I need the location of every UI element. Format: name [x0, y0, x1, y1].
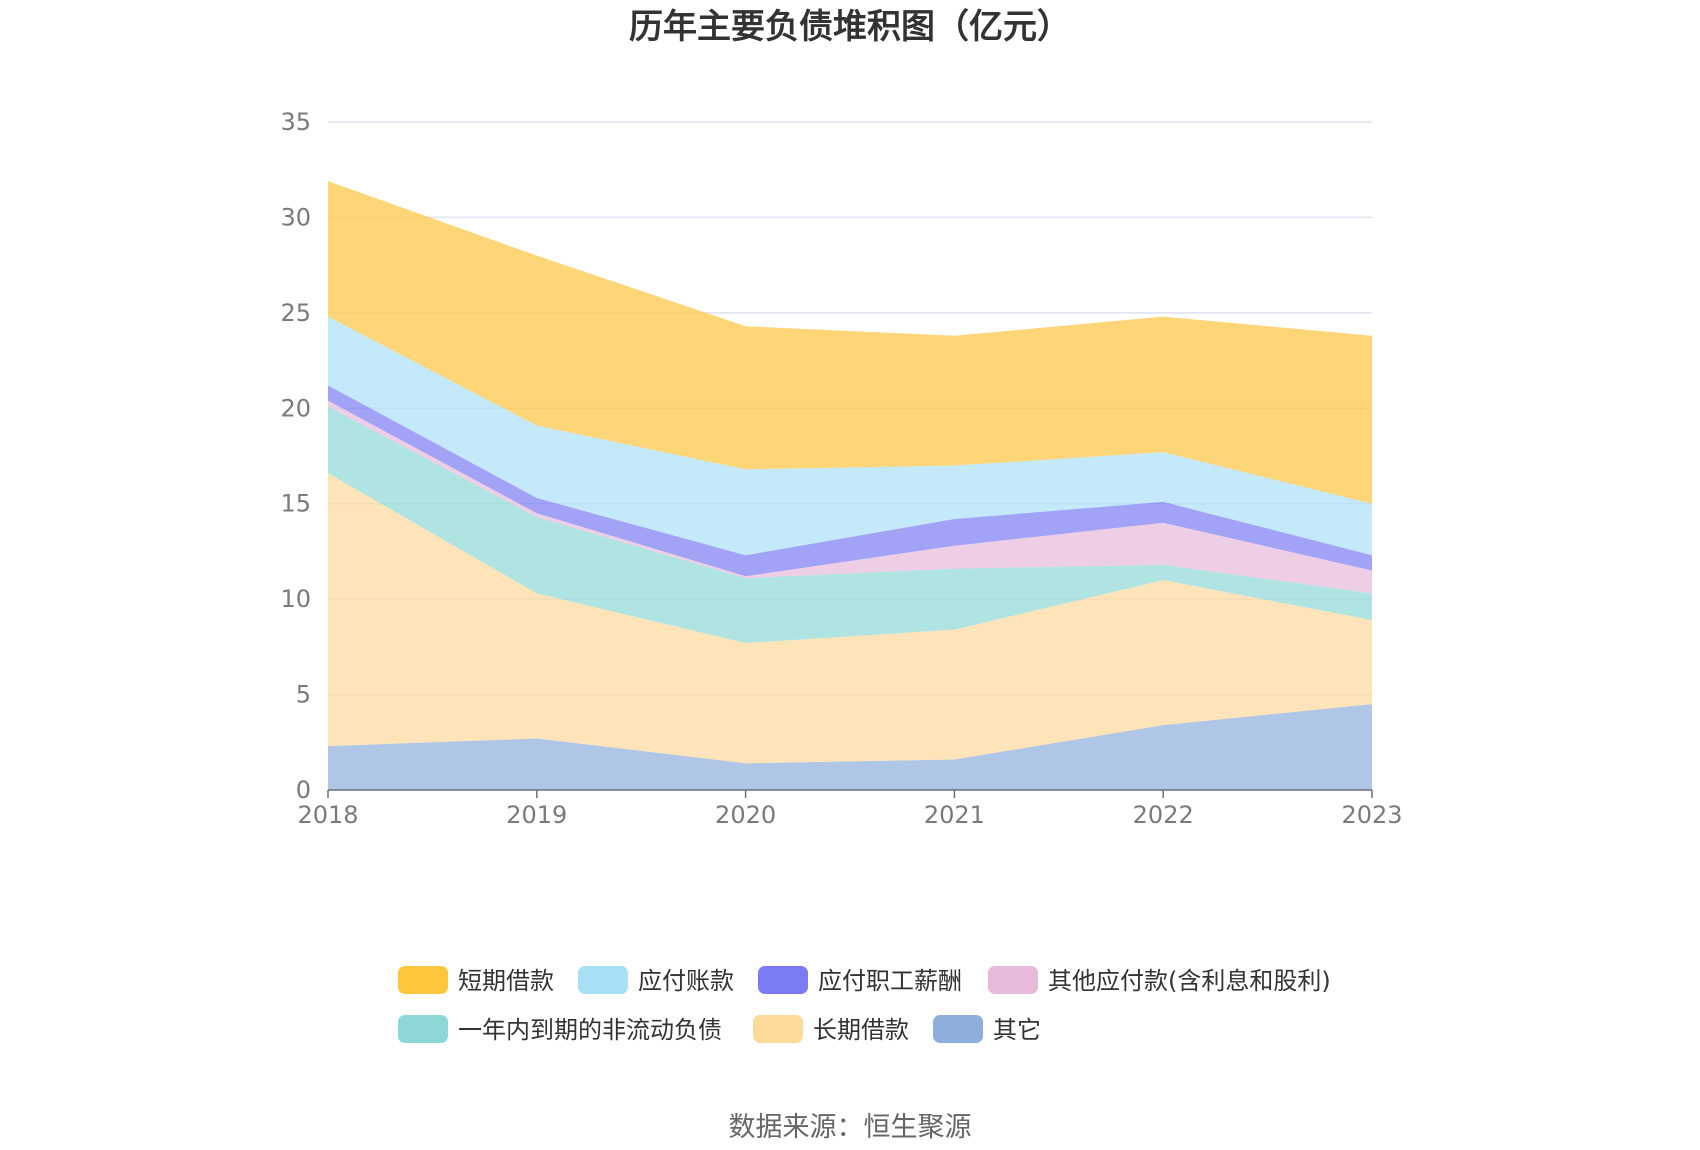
- x-tick-label: 2023: [1341, 801, 1402, 829]
- legend-label[interactable]: 其它: [993, 1016, 1041, 1044]
- y-tick-label: 30: [280, 203, 311, 231]
- legend-label[interactable]: 应付职工薪酬: [818, 967, 962, 995]
- x-tick-label: 2021: [924, 801, 985, 829]
- area-series-5: [328, 385, 1372, 577]
- area-series-4: [328, 400, 1372, 594]
- y-tick-label: 35: [280, 108, 311, 136]
- legend-swatch[interactable]: [398, 966, 448, 994]
- y-tick-label: 0: [296, 776, 311, 804]
- legend-swatch[interactable]: [753, 1015, 803, 1043]
- y-tick-label: 15: [280, 490, 311, 518]
- x-tick-label: 2019: [506, 801, 567, 829]
- y-tick-label: 5: [296, 681, 311, 709]
- data-source: 数据来源：恒生聚源: [729, 1112, 972, 1143]
- legend-label[interactable]: 应付账款: [638, 967, 734, 995]
- legend-swatch[interactable]: [578, 966, 628, 994]
- chart-title: 历年主要负债堆积图（亿元）: [629, 7, 1071, 47]
- y-tick-label: 20: [280, 394, 311, 422]
- x-tick-label: 2020: [715, 801, 776, 829]
- y-tick-label: 10: [280, 585, 311, 613]
- area-series-6: [328, 316, 1372, 556]
- area-series-3: [328, 406, 1372, 644]
- legend-label[interactable]: 短期借款: [458, 967, 554, 995]
- legend-label[interactable]: 一年内到期的非流动负债: [458, 1016, 722, 1044]
- area-series-2: [328, 473, 1372, 764]
- y-tick-label: 25: [280, 299, 311, 327]
- legend-label[interactable]: 长期借款: [813, 1016, 909, 1044]
- legend-swatch[interactable]: [398, 1015, 448, 1043]
- legend-swatch[interactable]: [988, 966, 1038, 994]
- area-series: [328, 181, 1372, 790]
- legend: 短期借款 应付账款 应付职工薪酬 其他应付款(含利息和股利) 一年内到期的非流动负债 长期…: [398, 966, 1331, 1044]
- x-tick-label: 2022: [1133, 801, 1194, 829]
- legend-label[interactable]: 其他应付款(含利息和股利): [1048, 967, 1331, 995]
- legend-swatch[interactable]: [758, 966, 808, 994]
- legend-swatch[interactable]: [933, 1015, 983, 1043]
- area-series-1: [328, 704, 1372, 790]
- axes: 2018 2019 2020 2021 2022 2023 0 5 10 15 20 25 30 35: [280, 108, 1402, 829]
- x-tick-label: 2018: [297, 801, 358, 829]
- area-series-7: [328, 181, 1372, 504]
